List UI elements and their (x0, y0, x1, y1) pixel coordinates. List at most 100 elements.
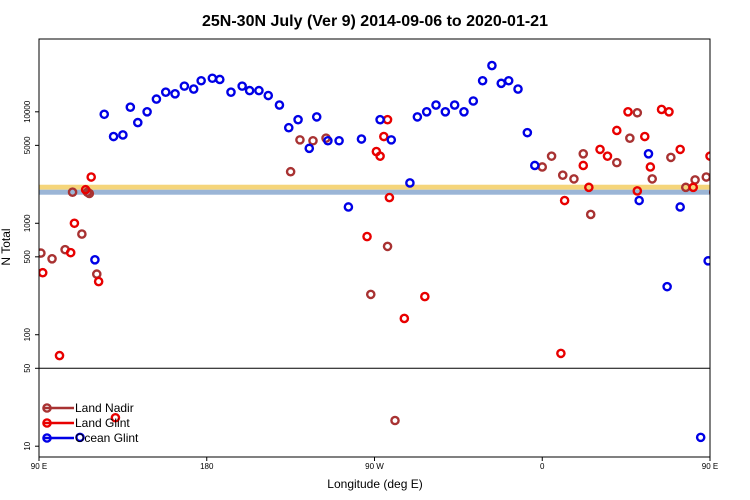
chart-title: 25N-30N July (Ver 9) 2014-09-06 to 2020-… (202, 13, 548, 30)
land-nadir-point-9 (295, 135, 305, 145)
x-tick-label-4: 90 E (702, 462, 718, 471)
land-glint-point-8 (362, 231, 372, 242)
land-nadir-point-24 (647, 174, 658, 184)
land-glint-point-31 (705, 151, 710, 161)
land-glint-point-30 (688, 182, 699, 193)
land-glint-point-26 (645, 162, 656, 172)
x-tick-label-3: 0 (540, 462, 545, 471)
land-nadir-point-19 (578, 149, 589, 159)
y-axis-label: N Total (0, 228, 13, 265)
legend-marker-ocean-glint (42, 433, 52, 443)
land-glint-point-1 (54, 350, 65, 361)
land-nadir-point-8 (285, 166, 296, 177)
land-glint-point-16 (556, 348, 566, 359)
ocean-glint-point-38 (459, 107, 469, 117)
y-tick-label-1: 50 (23, 363, 32, 372)
ocean-glint-point-0 (75, 432, 85, 443)
land-nadir-point-1 (47, 254, 57, 264)
ocean-glint-point-1 (90, 255, 100, 265)
land-glint-point-0 (39, 267, 48, 278)
land-glint-point-13 (384, 192, 395, 203)
land-nadir-point-17 (557, 170, 568, 180)
x-axis-label: Longitude (deg E) (327, 477, 422, 491)
land-nadir-point-22 (625, 133, 635, 143)
ocean-glint-point-28 (343, 202, 354, 212)
land-nadir-point-14 (390, 415, 400, 426)
land-glint-point-11 (382, 114, 393, 125)
land-glint-point-25 (639, 131, 650, 142)
ocean-glint-point-27 (334, 135, 344, 146)
x-tick-label-0: 90 E (31, 462, 47, 471)
land-glint-point-18 (578, 160, 589, 171)
land-nadir-point-13 (382, 241, 393, 252)
ocean-glint-point-48 (643, 149, 654, 159)
ocean-glint-point-26 (323, 135, 333, 146)
ocean-glint-point-47 (634, 195, 644, 206)
land-nadir-point-12 (365, 289, 376, 300)
ocean-glint-point-25 (311, 112, 322, 122)
x-tick-label-1: 180 (200, 462, 214, 471)
land-glint-point-23 (623, 107, 633, 117)
land-nadir-point-6 (91, 269, 102, 279)
ocean-glint-point-16 (226, 87, 236, 97)
land-nadir-point-16 (546, 151, 557, 161)
ocean-glint-point-41 (487, 60, 497, 71)
land-glint-point-21 (602, 151, 613, 161)
land-nadir-point-21 (612, 157, 622, 168)
reference-band (39, 184, 710, 195)
ocean-glint-point-21 (274, 100, 285, 110)
ocean-glint-point-10 (170, 89, 180, 99)
ocean-glint-point-11 (179, 81, 190, 91)
land-glint-point-3 (69, 218, 80, 229)
ocean-glint-point-44 (513, 84, 523, 94)
y-axis: 10 50 100 500 1000 5000 10000 (23, 100, 39, 451)
ocean-glint-point-5 (125, 102, 136, 112)
land-nadir-point-28 (701, 172, 710, 182)
land-nadir-point-27 (690, 175, 700, 185)
legend-marker-land-nadir (42, 403, 52, 413)
ocean-glint-point-31 (386, 135, 397, 145)
ocean-glint-point-17 (237, 81, 247, 91)
land-nadir-point-15 (537, 162, 548, 172)
ocean-glint-point-24 (304, 143, 315, 154)
land-nadir-point-20 (585, 209, 596, 220)
land-glint-point-2 (65, 247, 76, 258)
data-points (39, 60, 710, 443)
ocean-glint-point-30 (375, 114, 385, 125)
land-nadir-point-10 (308, 135, 318, 146)
land-glint-point-28 (664, 107, 674, 117)
land-nadir-point-25 (666, 152, 676, 163)
ocean-glint-point-22 (283, 122, 294, 133)
band-lower (39, 189, 710, 195)
ocean-glint-point-29 (356, 134, 367, 144)
ocean-glint-point-13 (196, 75, 206, 86)
ocean-glint-point-14 (207, 73, 218, 84)
ocean-glint-point-4 (118, 130, 128, 140)
land-glint-point-22 (612, 125, 622, 136)
ocean-glint-point-15 (214, 74, 225, 85)
land-glint-point-24 (632, 186, 643, 196)
ocean-glint-point-50 (675, 202, 685, 212)
ocean-glint-point-8 (151, 94, 162, 104)
land-glint-point-6 (93, 276, 104, 287)
y-tick-label-6: 10000 (23, 100, 32, 123)
land-glint-point-12 (379, 131, 389, 142)
x-tick-label-2: 90 W (365, 462, 384, 471)
ocean-glint-point-18 (244, 85, 255, 96)
ocean-glint-point-35 (431, 100, 441, 110)
land-nadir-point-18 (569, 174, 579, 184)
land-nadir-point-0 (39, 248, 46, 258)
ocean-glint-point-37 (449, 100, 460, 110)
ocean-glint-point-9 (160, 87, 171, 97)
ocean-glint-point-43 (503, 75, 514, 86)
land-glint-point-19 (584, 182, 594, 193)
y-tick-label-0: 10 (23, 441, 32, 450)
ocean-glint-point-40 (477, 75, 488, 86)
land-nadir-point-29 (708, 189, 710, 196)
y-tick-label-4: 1000 (23, 214, 32, 232)
ocean-glint-point-23 (293, 114, 303, 125)
x-axis: 90 E 180 90 W 0 90 E (31, 457, 718, 471)
ocean-glint-point-32 (405, 178, 415, 188)
land-glint-point-29 (675, 144, 685, 155)
land-glint-point-15 (420, 291, 430, 302)
